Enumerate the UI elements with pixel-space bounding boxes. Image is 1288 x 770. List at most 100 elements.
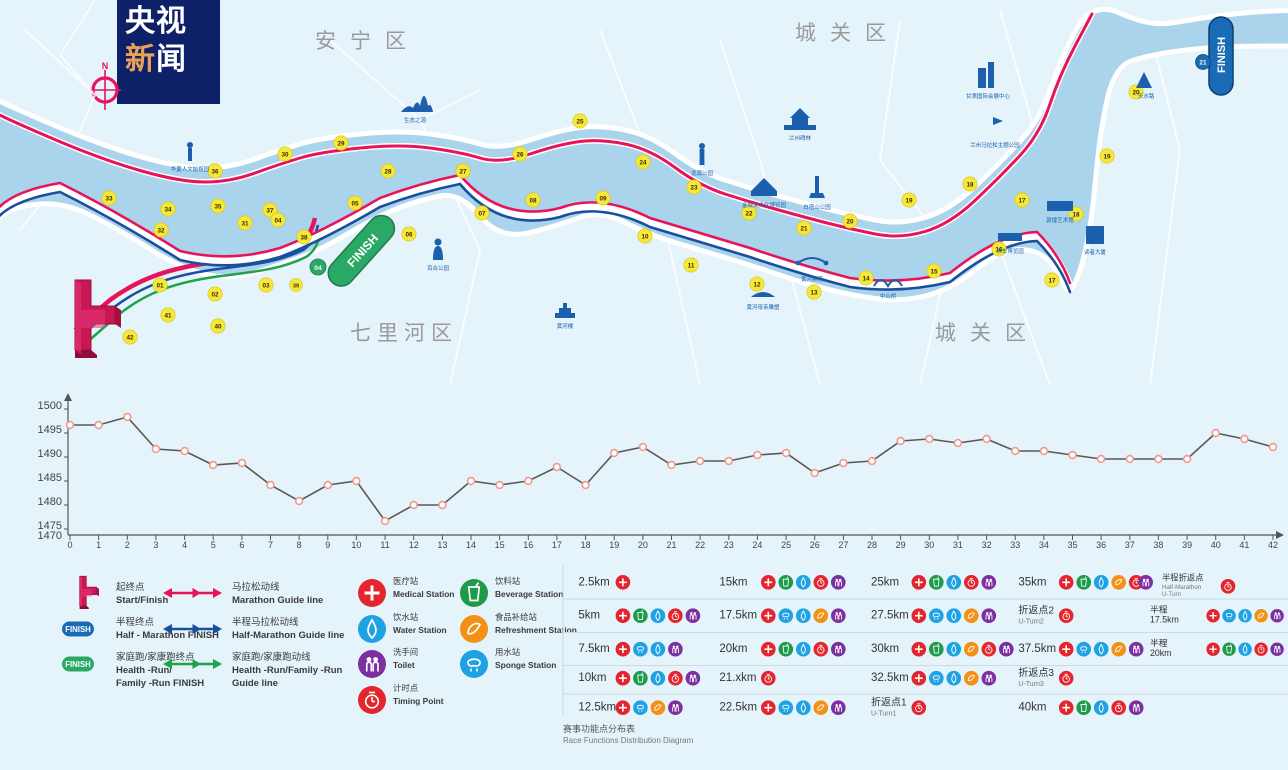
svg-text:Water Station: Water Station xyxy=(393,625,447,635)
svg-text:U-Turn1: U-Turn1 xyxy=(871,711,897,718)
svg-text:40: 40 xyxy=(1211,540,1221,550)
svg-text:家庭跑/家康跑终点: 家庭跑/家康跑终点 xyxy=(116,651,195,663)
svg-text:17.5km: 17.5km xyxy=(719,610,757,622)
svg-text:21.xkm: 21.xkm xyxy=(719,672,756,684)
svg-text:21: 21 xyxy=(1199,60,1207,67)
svg-text:24: 24 xyxy=(752,540,762,550)
svg-text:Health -Run/: Health -Run/ xyxy=(116,665,172,676)
svg-text:06: 06 xyxy=(405,232,413,239)
svg-text:17: 17 xyxy=(552,540,562,550)
svg-text:1480: 1480 xyxy=(38,496,62,508)
svg-text:Half-Marathon Guide line: Half-Marathon Guide line xyxy=(232,630,344,641)
svg-text:25km: 25km xyxy=(871,576,899,588)
svg-text:11: 11 xyxy=(380,540,389,550)
svg-text:Refreshment Station: Refreshment Station xyxy=(495,625,577,635)
svg-text:21: 21 xyxy=(800,226,808,233)
svg-text:35: 35 xyxy=(1067,540,1077,550)
svg-text:FINISH: FINISH xyxy=(1216,37,1228,73)
svg-text:20: 20 xyxy=(638,540,648,550)
svg-text:U-Turn: U-Turn xyxy=(1162,591,1182,598)
svg-text:天水路: 天水路 xyxy=(1138,92,1155,100)
svg-text:07: 07 xyxy=(478,211,486,218)
svg-text:10: 10 xyxy=(641,234,649,241)
svg-text:40: 40 xyxy=(214,324,222,331)
svg-text:13: 13 xyxy=(437,540,447,550)
svg-text:FINISH: FINISH xyxy=(65,660,91,669)
svg-text:1490: 1490 xyxy=(38,448,62,460)
svg-text:27: 27 xyxy=(838,540,848,550)
svg-text:03: 03 xyxy=(262,283,270,290)
svg-text:甘肃国际会展中心: 甘肃国际会展中心 xyxy=(966,92,1011,100)
svg-text:4: 4 xyxy=(182,540,187,550)
svg-text:42: 42 xyxy=(1268,540,1278,550)
svg-text:12.5km: 12.5km xyxy=(578,702,616,714)
svg-text:08: 08 xyxy=(529,198,537,205)
svg-text:41: 41 xyxy=(164,313,172,320)
svg-text:2: 2 xyxy=(125,540,130,550)
svg-text:生态之源: 生态之源 xyxy=(404,116,427,124)
svg-text:05: 05 xyxy=(351,201,359,208)
svg-text:13: 13 xyxy=(810,290,818,297)
svg-text:20km: 20km xyxy=(719,643,747,655)
svg-text:龙源公园: 龙源公园 xyxy=(691,169,714,177)
svg-text:敦煌艺术馆: 敦煌艺术馆 xyxy=(1046,216,1074,224)
svg-text:14: 14 xyxy=(466,540,476,550)
svg-text:32: 32 xyxy=(982,540,992,550)
svg-text:1485: 1485 xyxy=(38,472,62,484)
svg-text:15: 15 xyxy=(930,269,938,276)
svg-text:食品补给站: 食品补给站 xyxy=(495,612,537,622)
svg-text:百合公园: 百合公园 xyxy=(427,264,450,272)
svg-text:半程折返点: 半程折返点 xyxy=(1162,572,1204,582)
svg-text:0: 0 xyxy=(67,540,72,550)
svg-text:6: 6 xyxy=(239,540,244,550)
svg-text:Race Functions Distribution Di: Race Functions Distribution Diagram xyxy=(563,736,694,745)
svg-text:FINISH: FINISH xyxy=(65,625,91,634)
svg-text:19: 19 xyxy=(609,540,619,550)
svg-text:10km: 10km xyxy=(578,672,606,684)
svg-text:19: 19 xyxy=(1103,154,1111,161)
svg-text:12: 12 xyxy=(409,540,419,550)
svg-text:Half - Marathon FINISH: Half - Marathon FINISH xyxy=(116,630,219,641)
svg-text:32: 32 xyxy=(157,228,165,235)
svg-text:城关区: 城关区 xyxy=(935,322,1040,345)
svg-text:35: 35 xyxy=(214,204,222,211)
svg-text:33: 33 xyxy=(105,196,113,203)
svg-text:23: 23 xyxy=(724,540,734,550)
svg-text:40km: 40km xyxy=(1018,702,1046,714)
svg-text:19: 19 xyxy=(905,198,913,205)
svg-text:折返点1: 折返点1 xyxy=(871,696,907,709)
svg-text:38: 38 xyxy=(300,235,308,242)
svg-text:23: 23 xyxy=(690,185,698,192)
svg-text:11: 11 xyxy=(688,263,695,270)
svg-text:N: N xyxy=(102,61,109,71)
svg-text:16: 16 xyxy=(523,540,533,550)
svg-text:Beverage Station: Beverage Station xyxy=(495,589,563,599)
svg-text:17.5km: 17.5km xyxy=(1150,615,1179,625)
svg-text:29: 29 xyxy=(337,141,345,148)
svg-text:7.5km: 7.5km xyxy=(578,643,609,655)
svg-text:12: 12 xyxy=(753,282,761,289)
svg-text:七里河区: 七里河区 xyxy=(350,322,458,345)
svg-text:马拉松动线: 马拉松动线 xyxy=(232,581,280,593)
svg-text:34: 34 xyxy=(164,207,172,214)
svg-text:21: 21 xyxy=(666,540,676,550)
svg-text:28: 28 xyxy=(867,540,877,550)
svg-text:39: 39 xyxy=(1182,540,1192,550)
svg-text:31: 31 xyxy=(241,221,249,228)
svg-text:Health -Run/Family -Run: Health -Run/Family -Run xyxy=(232,665,343,676)
svg-text:3: 3 xyxy=(153,540,158,550)
svg-text:37: 37 xyxy=(266,208,274,215)
svg-text:01: 01 xyxy=(156,283,164,290)
svg-text:黄河母亲雕塑: 黄河母亲雕塑 xyxy=(746,303,780,311)
svg-text:37: 37 xyxy=(1125,540,1135,550)
svg-text:U-Turn3: U-Turn3 xyxy=(1018,681,1044,688)
svg-text:Medical Station: Medical Station xyxy=(393,589,454,599)
svg-text:1: 1 xyxy=(96,540,101,550)
svg-text:Guide line: Guide line xyxy=(232,678,278,689)
svg-text:计时点: 计时点 xyxy=(393,683,418,693)
svg-text:34: 34 xyxy=(1039,540,1049,550)
svg-text:24: 24 xyxy=(639,160,647,167)
svg-text:35km: 35km xyxy=(1018,576,1046,588)
svg-text:26: 26 xyxy=(516,152,524,159)
svg-text:20km: 20km xyxy=(1150,648,1172,658)
